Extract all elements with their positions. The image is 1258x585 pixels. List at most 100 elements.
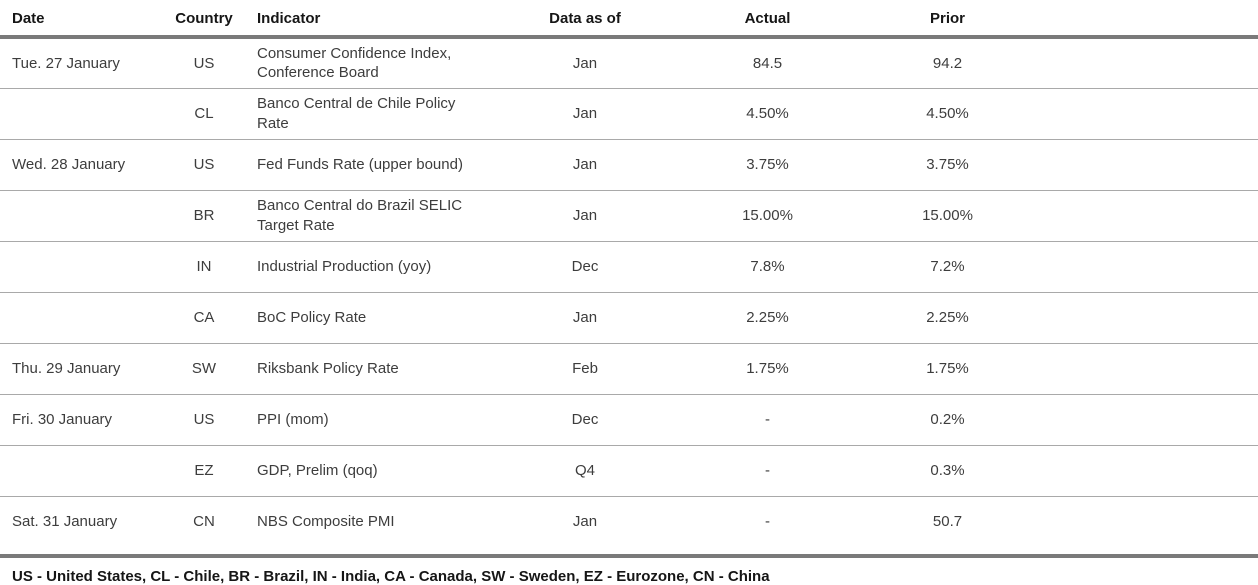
data-as-of-cell: Dec <box>510 240 660 292</box>
indicator-cell: GDP, Prelim (qoq) <box>240 444 510 496</box>
country-cell: US <box>168 393 240 445</box>
table-row: Thu. 29 January SW Riksbank Policy Rate … <box>0 342 1258 394</box>
column-header-actual: Actual <box>660 0 875 39</box>
country-cell: US <box>193 54 215 72</box>
actual-cell: 3.75% <box>660 138 875 190</box>
column-header-date: Date <box>0 0 168 39</box>
filler-cell <box>1020 495 1258 547</box>
prior-cell: 94.2 <box>932 54 963 72</box>
indicator-text: BoC Policy Rate <box>257 309 367 327</box>
table-row: Tue. 27 January US Consumer Confidence I… <box>0 37 1258 88</box>
prior-cell: 7.2% <box>875 240 1020 292</box>
indicator-text: Banco Central do Brazil SELIC Target Rat… <box>257 197 463 234</box>
data-as-of-cell: Jan <box>510 291 660 343</box>
data-as-of-cell: Feb <box>510 342 660 394</box>
country-cell: IN <box>168 240 240 292</box>
country-cell: BR <box>168 189 240 241</box>
actual-cell: - <box>660 393 875 445</box>
filler-cell <box>1020 189 1258 241</box>
indicator-text: Riksbank Policy Rate <box>257 360 399 378</box>
data-as-of-cell: Jan <box>510 189 660 241</box>
indicator-cell: Industrial Production (yoy) <box>240 240 510 292</box>
indicator-cell: Consumer Confidence Index, Conference Bo… <box>240 37 510 88</box>
prior-cell: 2.25% <box>875 291 1020 343</box>
indicator-cell: Fed Funds Rate (upper bound) <box>240 138 510 190</box>
indicator-text: NBS Composite PMI <box>257 513 395 531</box>
data-as-of-cell: Jan <box>510 87 660 139</box>
actual-cell: 1.75% <box>660 342 875 394</box>
table-row: EZ GDP, Prelim (qoq) Q4 - 0.3% <box>0 444 1258 496</box>
data-as-of-cell: Jan <box>572 54 598 72</box>
actual-cell: 7.8% <box>660 240 875 292</box>
date-cell <box>0 87 168 139</box>
filler-cell <box>1020 291 1258 343</box>
indicator-cell: Riksbank Policy Rate <box>240 342 510 394</box>
indicator-cell: Banco Central de Chile Policy Rate <box>240 87 510 139</box>
indicator-cell: PPI (mom) <box>240 393 510 445</box>
date-cell: Tue. 27 January <box>12 54 120 72</box>
data-as-of-cell: Jan <box>510 495 660 547</box>
filler-cell <box>1020 240 1258 292</box>
filler-cell <box>1020 37 1258 88</box>
table-row: BR Banco Central do Brazil SELIC Target … <box>0 189 1258 241</box>
indicator-cell: NBS Composite PMI <box>240 495 510 547</box>
prior-cell: 0.3% <box>875 444 1020 496</box>
indicator-text: GDP, Prelim (qoq) <box>257 462 378 480</box>
column-header-country: Country <box>168 0 240 39</box>
date-cell: Wed. 28 January <box>0 138 168 190</box>
prior-cell: 15.00% <box>875 189 1020 241</box>
table-header-row: Date Country Indicator Data as of Actual… <box>0 0 1258 39</box>
table-row: CL Banco Central de Chile Policy Rate Ja… <box>0 87 1258 139</box>
date-cell: Fri. 30 January <box>0 393 168 445</box>
table-row: CA BoC Policy Rate Jan 2.25% 2.25% <box>0 291 1258 343</box>
filler-cell <box>1020 444 1258 496</box>
column-header-filler <box>1020 0 1258 39</box>
prior-cell: 50.7 <box>875 495 1020 547</box>
country-cell: CL <box>168 87 240 139</box>
table-body: Tue. 27 January US Consumer Confidence I… <box>0 37 1258 547</box>
date-cell <box>0 240 168 292</box>
actual-cell: 84.5 <box>752 54 783 72</box>
actual-cell: - <box>660 444 875 496</box>
actual-cell: 15.00% <box>660 189 875 241</box>
date-cell: Sat. 31 January <box>0 495 168 547</box>
date-cell <box>0 189 168 241</box>
prior-cell: 3.75% <box>875 138 1020 190</box>
date-cell: Thu. 29 January <box>0 342 168 394</box>
date-cell <box>0 444 168 496</box>
filler-cell <box>1020 342 1258 394</box>
filler-cell <box>1020 138 1258 190</box>
table-row: Sat. 31 January CN NBS Composite PMI Jan… <box>0 495 1258 547</box>
country-code-legend: US - United States, CL - Chile, BR - Bra… <box>12 568 770 585</box>
country-cell: US <box>168 138 240 190</box>
indicator-text: Consumer Confidence Index, Conference Bo… <box>257 45 452 82</box>
column-header-prior: Prior <box>875 0 1020 39</box>
footer-divider: US - United States, CL - Chile, BR - Bra… <box>0 554 1258 585</box>
table-row: IN Industrial Production (yoy) Dec 7.8% … <box>0 240 1258 292</box>
prior-cell: 0.2% <box>875 393 1020 445</box>
filler-cell <box>1020 87 1258 139</box>
actual-cell: - <box>660 495 875 547</box>
actual-cell: 4.50% <box>660 87 875 139</box>
data-as-of-cell: Dec <box>510 393 660 445</box>
table-row: Fri. 30 January US PPI (mom) Dec - 0.2% <box>0 393 1258 445</box>
country-cell: EZ <box>168 444 240 496</box>
table-row: Wed. 28 January US Fed Funds Rate (upper… <box>0 138 1258 190</box>
data-as-of-cell: Q4 <box>510 444 660 496</box>
indicator-text: Industrial Production (yoy) <box>257 258 432 276</box>
column-header-data-as-of: Data as of <box>510 0 660 39</box>
data-as-of-cell: Jan <box>510 138 660 190</box>
date-cell <box>0 291 168 343</box>
country-cell: CN <box>168 495 240 547</box>
country-cell: CA <box>168 291 240 343</box>
actual-cell: 2.25% <box>660 291 875 343</box>
column-header-indicator: Indicator <box>240 0 510 39</box>
prior-cell: 1.75% <box>875 342 1020 394</box>
indicator-text: PPI (mom) <box>257 411 329 429</box>
filler-cell <box>1020 393 1258 445</box>
prior-cell: 4.50% <box>875 87 1020 139</box>
country-cell: SW <box>168 342 240 394</box>
indicator-cell: Banco Central do Brazil SELIC Target Rat… <box>240 189 510 241</box>
indicator-text: Fed Funds Rate (upper bound) <box>257 156 463 174</box>
